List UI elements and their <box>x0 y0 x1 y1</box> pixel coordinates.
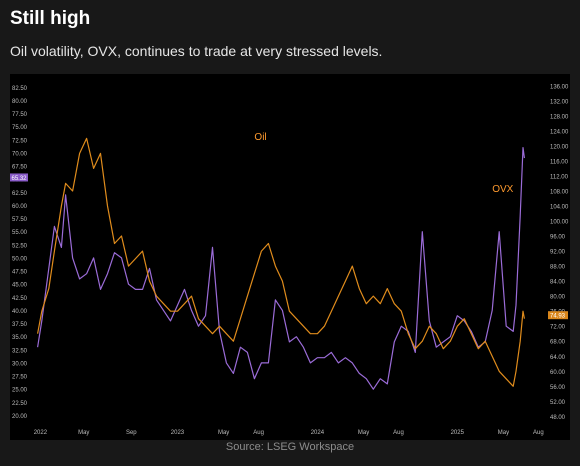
right-tick-label: 88.00 <box>550 265 566 271</box>
right-tick-label: 92.00 <box>550 250 566 256</box>
left-tick-label: 52.50 <box>12 243 28 249</box>
left-tick-label: 67.50 <box>12 165 28 171</box>
right-tick-label: 96.00 <box>550 235 566 241</box>
right-value-tag-label: 74.93 <box>550 314 566 320</box>
right-tick-label: 52.00 <box>550 400 566 406</box>
series-line-oil <box>37 137 525 387</box>
right-tick-label: 104.00 <box>550 204 569 210</box>
left-tick-label: 47.50 <box>12 270 28 276</box>
right-tick-label: 120.00 <box>550 144 569 150</box>
left-tick-label: 40.00 <box>12 309 28 315</box>
left-tick-label: 22.50 <box>12 401 28 407</box>
left-tick-label: 50.00 <box>12 256 28 262</box>
annotation-layer: OVX Oil <box>254 132 513 195</box>
left-tick-label: 32.50 <box>12 348 28 354</box>
right-tick-label: 84.00 <box>550 280 566 286</box>
right-tick-label: 60.00 <box>550 370 566 376</box>
right-tick-label: 132.00 <box>550 99 569 105</box>
annotation-oil: Oil <box>254 132 266 143</box>
source-note: Source: LSEG Workspace <box>225 441 355 453</box>
left-tick-label: 57.50 <box>12 217 28 223</box>
right-tick-label: 56.00 <box>550 385 566 391</box>
right-tick-label: 128.00 <box>550 114 569 120</box>
left-tick-label: 25.00 <box>12 388 28 394</box>
right-tick-label: 100.00 <box>550 220 569 226</box>
left-tick-label: 45.00 <box>12 283 28 289</box>
x-tick-label: Aug <box>253 430 264 436</box>
left-value-tag-label: 65.32 <box>12 176 28 182</box>
x-tick-label: Aug <box>393 430 404 436</box>
right-tick-label: 108.00 <box>550 189 569 195</box>
x-tick-label: 2024 <box>311 430 325 436</box>
chart-title: Still high <box>10 8 91 29</box>
chart-subtitle: Oil volatility, OVX, continues to trade … <box>10 43 383 59</box>
right-tick-label: 80.00 <box>550 295 566 301</box>
x-tick-label: Sep <box>126 430 137 436</box>
x-tick-label: Aug <box>533 430 544 436</box>
left-tick-label: 55.00 <box>12 230 28 236</box>
left-tick-label: 75.00 <box>12 125 28 131</box>
x-tick-label: May <box>218 430 229 436</box>
annotation-ovx: OVX <box>492 184 513 195</box>
left-tick-label: 37.50 <box>12 322 28 328</box>
chart-panel: 82.5080.0077.5075.0072.5070.0067.5065.00… <box>10 74 570 440</box>
right-tick-label: 64.00 <box>550 355 566 361</box>
x-tick-label: May <box>78 430 89 436</box>
x-tick-label: May <box>498 430 509 436</box>
x-tick-label: 2022 <box>34 430 48 436</box>
x-tick-label: 2023 <box>171 430 185 436</box>
left-axis-ticks: 82.5080.0077.5075.0072.5070.0067.5065.00… <box>12 86 28 420</box>
x-tick-label: May <box>358 430 369 436</box>
right-tick-label: 48.00 <box>550 415 566 421</box>
right-axis-ticks: 136.00 132.00 128.00 124.00 120.00 116.00 112.… <box>550 84 569 421</box>
right-tick-label: 72.00 <box>550 325 566 331</box>
right-value-tag <box>548 311 568 320</box>
right-tick-label: 124.00 <box>550 129 569 135</box>
right-tick-label: 112.00 <box>550 174 569 180</box>
left-tick-label: 20.00 <box>12 414 28 420</box>
left-tick-label: 30.00 <box>12 361 28 367</box>
left-tick-label: 70.00 <box>12 151 28 157</box>
left-tick-label: 35.00 <box>12 335 28 341</box>
right-tick-label: 116.00 <box>550 159 569 165</box>
line-chart: 82.5080.0077.5075.0072.5070.0067.5065.00… <box>10 84 569 436</box>
left-tick-label: 27.50 <box>12 375 28 381</box>
right-tick-label: 68.00 <box>550 340 566 346</box>
left-tick-label: 82.50 <box>12 86 28 92</box>
x-tick-label: 2025 <box>451 430 465 436</box>
right-tick-label: 136.00 <box>550 84 569 90</box>
left-tick-label: 42.50 <box>12 296 28 302</box>
series-layer <box>37 137 525 390</box>
left-tick-label: 80.00 <box>12 99 28 105</box>
left-tick-label: 60.00 <box>12 204 28 210</box>
x-axis-ticks: 2022 May Sep 2023 May Aug 2024 May Aug 2025 May Aug <box>34 430 544 436</box>
left-value-tag <box>10 173 28 182</box>
left-tick-label: 62.50 <box>12 191 28 197</box>
left-tick-label: 77.50 <box>12 112 28 118</box>
series-line-ovx <box>37 147 525 390</box>
current-value-tags: 65.32 74.93 <box>10 173 568 320</box>
left-tick-label: 72.50 <box>12 138 28 144</box>
